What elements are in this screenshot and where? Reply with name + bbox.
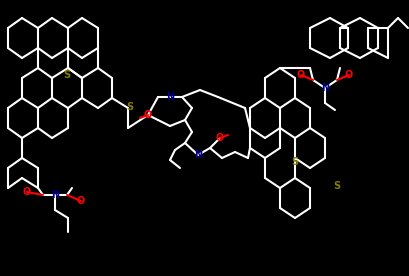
Text: O: O xyxy=(144,110,152,120)
Text: S: S xyxy=(63,70,71,80)
Text: O: O xyxy=(216,133,224,143)
Text: N: N xyxy=(194,150,202,160)
Text: S: S xyxy=(333,181,341,191)
Text: N: N xyxy=(321,83,329,93)
Text: O: O xyxy=(23,187,31,197)
Text: O: O xyxy=(345,70,353,80)
Text: O: O xyxy=(77,196,85,206)
Text: N: N xyxy=(166,92,174,102)
Text: S: S xyxy=(292,157,299,167)
Text: N: N xyxy=(51,190,59,200)
Text: O: O xyxy=(297,70,305,80)
Text: S: S xyxy=(126,102,134,112)
